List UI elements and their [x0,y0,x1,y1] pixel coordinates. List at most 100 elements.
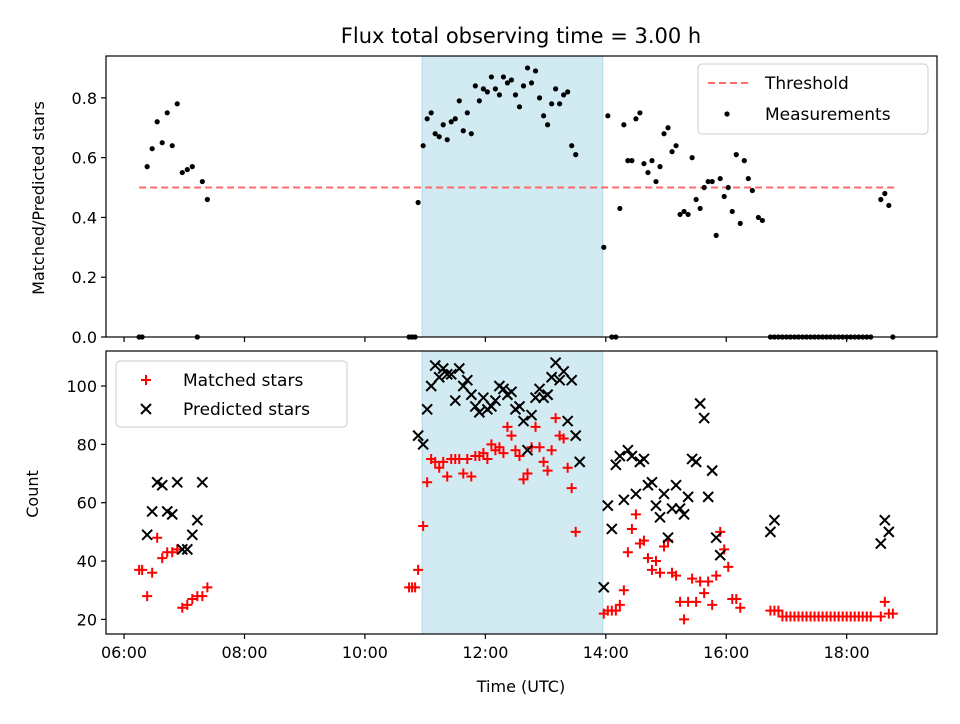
matched-star-point [422,477,433,488]
measurement-point [653,178,659,185]
measurement-point [528,80,535,86]
measurement-point [149,146,155,152]
matched-star-point [434,462,445,473]
predicted-star-point [517,415,530,427]
measurement-point [448,119,454,125]
predicted-star-point [485,400,498,413]
predicted-star-point [670,479,682,491]
measurement-point [669,149,675,155]
predicted-star-point [425,380,437,392]
matched-star-point [687,573,698,584]
measurement-point [661,131,667,137]
predicted-star-point [465,389,478,401]
measurement-point [878,196,884,203]
measurement-point [174,101,180,107]
measurement-point [665,125,671,131]
predicted-star-point [553,374,566,386]
measurement-point [717,175,723,182]
shaded-region [421,55,604,338]
predicted-star-point [606,523,618,535]
predicted-star-point [421,403,433,416]
predicted-star-point [453,362,465,375]
top-legend: Threshold Measurements [697,63,929,135]
x-axis-label: Time (UTC) [476,677,565,696]
predicted-star-point [622,444,634,456]
x-tick-label: 18:00 [824,643,870,662]
matched-star-point [865,611,876,622]
measurement-point [540,113,547,119]
matched-star-point [167,547,178,558]
matched-star-point [182,599,193,610]
measurement-point [693,196,699,203]
measurement-point [440,122,446,128]
y-tick-label: 0.2 [72,268,97,287]
legend-threshold-label: Threshold [764,74,849,94]
x-tick-label: 10:00 [342,643,388,662]
y-tick-label: 20 [77,610,97,629]
predicted-star-point [186,529,199,541]
matched-star-point [486,439,497,450]
matched-star-point [879,596,890,607]
matched-star-point [610,605,621,616]
measurement-point [673,143,679,149]
predicted-star-point [630,488,642,500]
measurement-point [159,140,165,146]
measurement-point [476,98,482,104]
legend-measurement-label: Measurements [765,105,891,125]
legend-box [115,360,348,428]
predicted-star-point [457,380,469,392]
predicted-star-point [181,543,194,556]
matched-star-point [514,451,525,462]
predicted-star-point [196,476,209,488]
measurement-point [204,196,210,203]
predicted-star-point [764,526,777,538]
measurement-point [500,74,507,80]
predicted-star-point [525,409,538,421]
matched-star-point [502,421,513,432]
measurement-point [496,92,503,98]
matched-star-point [618,585,629,596]
predicted-star-point [662,532,674,544]
measurement-point [460,128,466,134]
predicted-star-point [477,391,490,404]
predicted-star-point [497,383,510,395]
measurement-point [637,110,643,116]
measurement-point [605,113,611,119]
y-tick-label: 0.6 [72,149,97,168]
matched-star-point [723,561,734,572]
matched-star-point [462,453,473,464]
measurement-point [424,116,430,122]
measurement-point [705,178,711,185]
matched-star-point [699,588,710,599]
matched-star-point [646,564,657,575]
predicted-star-point [574,456,586,468]
matched-star-point [530,421,541,432]
matched-star-point [147,567,158,578]
predicted-star-point [614,450,626,462]
measurement-point [520,83,527,89]
measurement-point [882,190,888,197]
matched-star-point [691,596,702,607]
matched-star-point [642,553,653,564]
predicted-star-point [883,526,895,538]
measurement-point [561,92,567,98]
measurement-point [745,175,751,182]
matched-star-point [172,544,183,555]
matched-star-point [482,453,493,464]
matched-star-point [458,468,469,479]
measurement-point [480,86,486,92]
matched-star-point [630,509,641,520]
matched-star-point [506,430,517,441]
matched-star-point [570,526,581,537]
measurement-point [617,205,623,212]
measurement-point [432,131,438,137]
predicted-star-point [557,365,570,378]
measurement-point [649,158,655,164]
measurement-point [721,193,727,200]
measurement-point [415,199,421,206]
predicted-star-point [658,488,670,500]
matched-star-point [703,576,714,587]
predicted-star-point [678,508,690,521]
predicted-star-point [694,397,706,410]
predicted-star-point [682,491,694,503]
